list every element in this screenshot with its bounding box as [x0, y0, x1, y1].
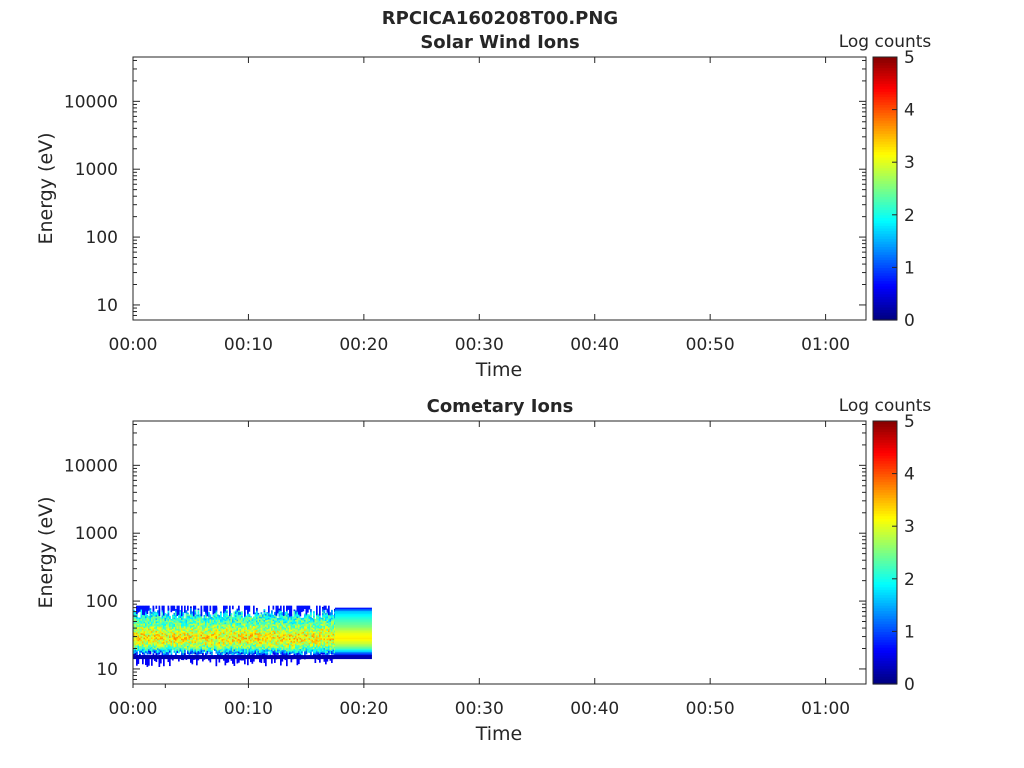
x-tick-label: 00:50 — [686, 335, 735, 355]
colorbar-tick-label: 1 — [904, 622, 915, 642]
colorbar-tick-label: 4 — [904, 101, 915, 121]
y-tick-label: 1000 — [75, 524, 118, 544]
x-tick-label: 00:40 — [570, 699, 619, 719]
spectrogram-data — [133, 605, 372, 667]
colorbar-tick-label: 2 — [904, 206, 915, 226]
y-tick-label: 10 — [96, 660, 118, 680]
colorbar-tick-label: 4 — [904, 465, 915, 485]
x-tick-label: 00:40 — [570, 335, 619, 355]
y-tick-label: 10 — [96, 296, 118, 316]
y-tick-label: 10000 — [64, 92, 118, 112]
colorbar-tick-label: 5 — [904, 412, 915, 432]
y-tick-label: 100 — [86, 228, 118, 248]
y-axis-label: Energy (eV) — [35, 496, 57, 608]
x-tick-label: 00:30 — [455, 335, 504, 355]
colorbar-tick-label: 3 — [904, 153, 915, 173]
axes-frame — [132, 420, 867, 685]
panel-title: Cometary Ions — [427, 396, 574, 417]
colorbar-tick-label: 2 — [904, 570, 915, 590]
y-axis-label: Energy (eV) — [35, 132, 57, 244]
x-tick-label: 00:30 — [455, 699, 504, 719]
x-axis-label: Time — [475, 359, 523, 381]
colorbar-tick-label: 1 — [904, 258, 915, 278]
colorbar-frame — [872, 56, 898, 321]
plot-area — [133, 57, 866, 320]
y-tick-label: 100 — [86, 592, 118, 612]
colorbar-tick-label: 5 — [904, 48, 915, 68]
colorbar-tick-label: 0 — [904, 311, 915, 331]
x-tick-label: 01:00 — [801, 335, 850, 355]
colorbar-tick-label: 3 — [904, 517, 915, 537]
y-tick-label: 10000 — [64, 456, 118, 476]
panel-title: Solar Wind Ions — [420, 32, 579, 53]
colorbar-label: Log counts — [839, 32, 932, 52]
x-tick-label: 00:00 — [109, 335, 158, 355]
panel-solar-wind-ions: Solar Wind Ions 00:00 00:10 00:20 00:30 00:40… — [35, 32, 931, 381]
x-tick-label: 01:00 — [801, 699, 850, 719]
x-tick-label: 00:20 — [339, 335, 388, 355]
x-tick-label: 00:10 — [224, 699, 273, 719]
y-tick-label: 1000 — [75, 160, 118, 180]
colorbar-frame — [872, 420, 898, 685]
x-tick-label: 00:10 — [224, 335, 273, 355]
colorbar-label: Log counts — [839, 396, 932, 416]
axes-frame — [132, 56, 867, 321]
x-tick-label: 00:20 — [339, 699, 388, 719]
x-tick-label: 00:00 — [109, 699, 158, 719]
x-tick-label: 00:50 — [686, 699, 735, 719]
figure-title: RPCICA160208T00.PNG — [382, 8, 618, 29]
colorbar-tick-label: 0 — [904, 675, 915, 695]
x-axis-label: Time — [475, 723, 523, 745]
